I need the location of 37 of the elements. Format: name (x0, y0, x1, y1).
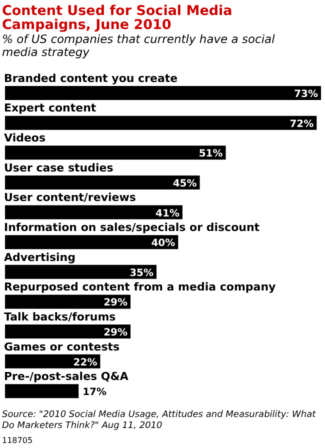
bar (5, 205, 182, 220)
text: 118705 (2, 436, 33, 445)
y-tick-label: Games or contests (4, 340, 120, 354)
bar (5, 384, 79, 398)
bar (5, 294, 131, 309)
y-tick-label: Repurposed content from a media company (4, 280, 276, 294)
data-label: 45% (172, 178, 197, 190)
bar (5, 116, 317, 130)
chart-title: Content Used for Social Media Campaigns, June 2010 (2, 3, 234, 33)
bar (5, 175, 200, 190)
data-label: 51% (198, 148, 223, 160)
data-label: 22% (73, 357, 98, 368)
y-tick-label: User content/reviews (4, 191, 136, 204)
bar (5, 264, 157, 279)
bar (5, 146, 226, 160)
bar (5, 354, 100, 368)
y-tick-label: Expert content (4, 102, 96, 115)
source-note: Source: "2010 Social Media Usage, Attitudes and Measurability: What Do Marketers Think?" Aug 11, 2010 (2, 410, 317, 432)
y-tick-label: Information on sales/specials or discount (4, 221, 260, 234)
data-label: 29% (104, 298, 128, 309)
data-label: 73% (294, 89, 318, 100)
y-tick-label: User case studies (4, 161, 114, 174)
data-label: 41% (156, 208, 180, 220)
y-tick-label: Videos (4, 132, 46, 145)
bar (5, 86, 321, 100)
y-tick-label: Pre-/post-sales Q&A (4, 370, 129, 384)
data-label: 29% (104, 328, 128, 339)
data-label: 40% (151, 238, 176, 250)
data-label: 35% (130, 268, 154, 279)
chart-subtitle: % of US companies that currently have a social media strategy (2, 32, 276, 59)
bar (5, 324, 131, 339)
y-tick-label: Branded content you create (4, 72, 178, 85)
data-label: 17% (82, 387, 107, 398)
bar (5, 235, 178, 250)
y-tick-label: Talk backs/forums (4, 310, 116, 324)
y-tick-label: Advertising (4, 250, 76, 264)
data-label: 72% (290, 118, 314, 130)
